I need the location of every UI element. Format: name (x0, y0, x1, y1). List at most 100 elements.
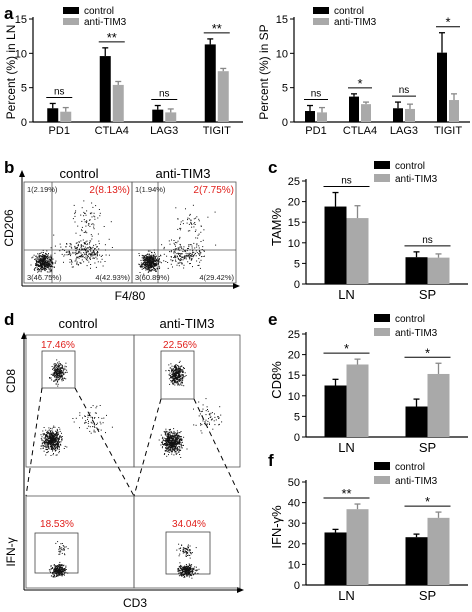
flow-dot (174, 440, 176, 442)
flow-dot (53, 569, 55, 570)
flow-dot (190, 221, 192, 223)
flow-dot (184, 376, 186, 377)
flow-dot (60, 573, 62, 575)
flow-dot (90, 250, 92, 252)
flow-dot (62, 371, 64, 373)
flow-dot (186, 222, 188, 224)
flow-dot (179, 454, 181, 455)
flow-dot (195, 250, 197, 252)
flow-dot (54, 252, 56, 254)
flow-dot (61, 547, 63, 549)
flow-dot (161, 437, 163, 439)
flow-dot (35, 258, 37, 260)
flow-dot (60, 443, 61, 445)
y-tick-label: 25 (288, 329, 300, 341)
flow-dot (74, 215, 76, 217)
flow-dot (44, 255, 46, 257)
flow-dot (65, 378, 67, 380)
flow-dot (52, 447, 53, 449)
flow-dot (198, 253, 199, 255)
flow-dot (52, 436, 54, 438)
flow-dot (38, 268, 40, 269)
flow-dot (174, 451, 176, 453)
flow-dot (45, 263, 46, 265)
flow-dot (47, 257, 49, 259)
flow-dot (177, 375, 179, 377)
flow-dot (185, 566, 187, 568)
flow-dot (94, 218, 96, 220)
flow-dot (143, 258, 145, 260)
flow-dot (54, 364, 56, 366)
flow-dot (72, 218, 74, 220)
flow-dot (69, 243, 71, 245)
flow-dot (52, 449, 54, 451)
flow-dot (59, 364, 61, 366)
flow-dot (57, 434, 59, 436)
flow-dot (153, 262, 155, 264)
flow-dot (54, 245, 56, 247)
flow-dot (185, 258, 187, 260)
flow-dot (50, 264, 51, 266)
flow-dot (174, 256, 176, 258)
flow-dot (58, 553, 60, 555)
x-tick-label: TIGIT (203, 125, 231, 137)
flow-dot (181, 246, 182, 248)
flow-dot (174, 444, 176, 446)
flow-dot (92, 255, 94, 257)
flow-dot (149, 259, 151, 261)
flow-dot (52, 442, 54, 444)
flow-dot (207, 420, 209, 422)
x-tick-label: LAG3 (150, 125, 178, 137)
flow-dot (61, 379, 63, 381)
flow-dot (193, 251, 195, 253)
flow-dot (176, 432, 178, 434)
flow-dot (180, 574, 182, 576)
flow-dot (193, 424, 195, 426)
flow-dot (38, 256, 40, 258)
flow-dot (42, 249, 44, 251)
flow-dot (45, 265, 47, 267)
flow-dot (78, 252, 80, 254)
flow-dot (55, 434, 57, 436)
flow-dot (43, 267, 45, 269)
flow-dot (56, 435, 58, 437)
flow-dot (54, 373, 56, 374)
flow-dot (94, 216, 96, 218)
flow-dot (53, 444, 55, 446)
flow-dot (148, 258, 150, 260)
flow-dot (95, 407, 97, 409)
flow-dot (187, 248, 189, 249)
flow-dot (63, 570, 65, 571)
flow-dot (49, 435, 51, 437)
flow-dot (191, 245, 193, 247)
flow-dot (58, 438, 60, 439)
flow-dot (174, 374, 176, 376)
flow-dot (40, 270, 42, 272)
flow-dot (51, 428, 53, 430)
flow-dot (63, 568, 65, 570)
flow-dot (169, 436, 171, 438)
flow-dot (144, 267, 146, 269)
flow-dot (59, 428, 61, 430)
flow-dot (83, 242, 85, 243)
flow-dot (183, 571, 185, 573)
flow-dot (176, 364, 178, 366)
flow-dot (179, 368, 181, 370)
flow-dot (188, 546, 189, 548)
flow-dot (151, 256, 152, 258)
flow-dot (58, 441, 60, 443)
flow-dot (171, 444, 173, 446)
flow-dot (193, 408, 194, 410)
flow-dot (57, 574, 59, 576)
flow-dot (50, 434, 52, 436)
flow-dot (153, 254, 155, 256)
flow-dot (190, 552, 192, 554)
flow-dot (186, 555, 188, 556)
flow-dot (176, 549, 178, 551)
flow-dot (49, 260, 51, 262)
flow-dot (47, 432, 48, 434)
flow-dot (184, 575, 185, 577)
flow-dot (199, 250, 201, 252)
flow-dot (189, 557, 191, 559)
flow-dot (143, 260, 145, 261)
